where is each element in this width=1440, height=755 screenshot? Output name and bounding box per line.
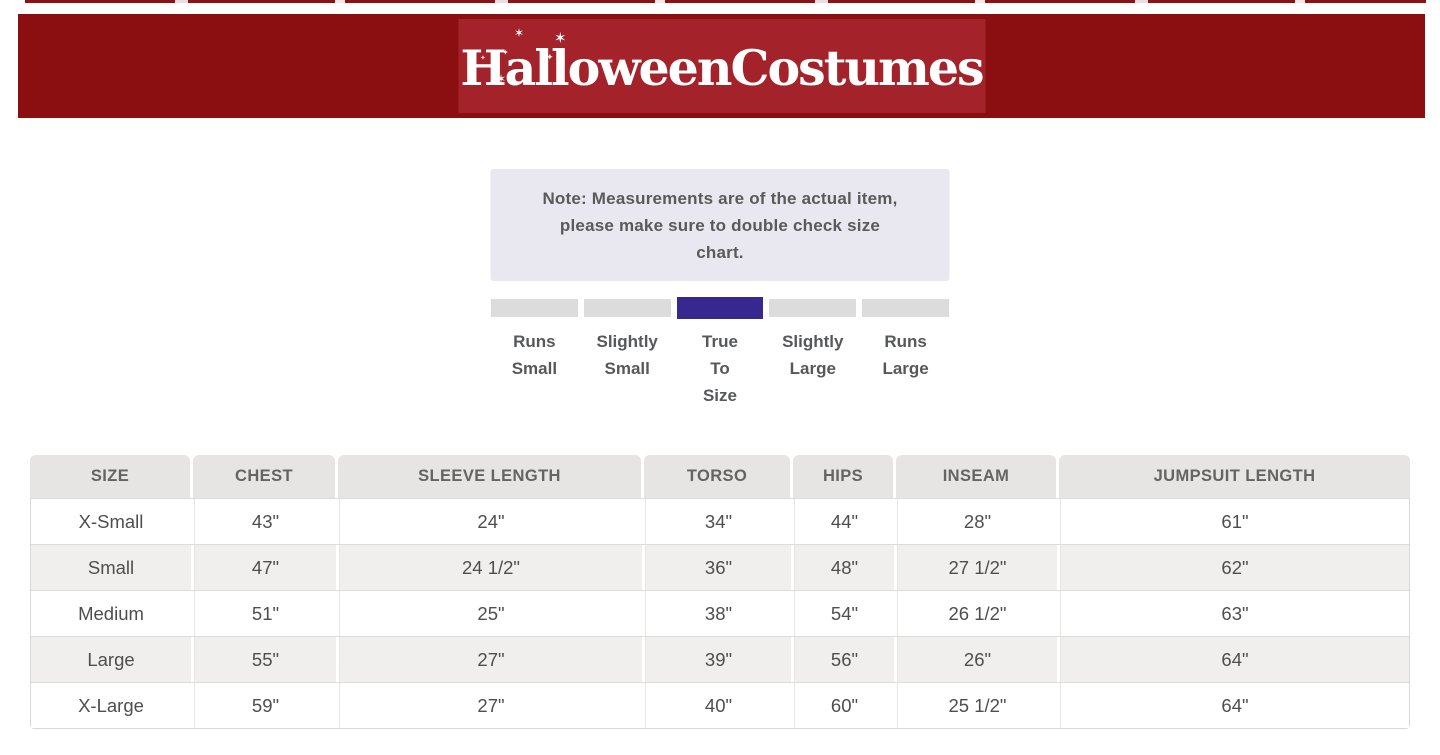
cell-sleeve-length: 25" (339, 591, 642, 636)
column-header-jumpsuit-length: JUMPSUIT LENGTH (1059, 455, 1410, 498)
fit-scale-segment-runs-large (862, 299, 949, 317)
column-header-size: SIZE (30, 455, 190, 498)
cell-hips: 44" (794, 499, 894, 544)
fit-scale-label-runs-large: Runs Large (882, 332, 929, 378)
star-icon: ✦ (502, 48, 509, 57)
cell-sleeve-length: 27" (339, 683, 642, 728)
size-chart-table: SIZE CHEST SLEEVE LENGTH TORSO HIPS INSE… (30, 455, 1410, 729)
table-header-row: SIZE CHEST SLEEVE LENGTH TORSO HIPS INSE… (30, 455, 1410, 498)
table-row-medium: Medium 51" 25" 38" 54" 26 1/2" 63" (31, 590, 1409, 636)
fit-scale-labels: Runs Small Slightly Small True To Size S… (491, 328, 949, 409)
cell-hips: 56" (794, 637, 894, 682)
star-icon: ✶ (496, 72, 507, 86)
star-icon: ✦ (480, 55, 486, 62)
cell-hips: 54" (794, 591, 894, 636)
table-body: X-Small 43" 24" 34" 44" 28" 61" Small 47… (30, 498, 1410, 729)
cell-hips: 60" (794, 683, 894, 728)
cell-hips: 48" (794, 545, 894, 590)
star-icon: ✶ (514, 26, 525, 40)
table-row-small: Small 47" 24 1/2" 36" 48" 27 1/2" 62" (31, 544, 1409, 590)
top-border-line (25, 0, 1426, 3)
fit-scale-segment-slightly-small (583, 299, 671, 317)
cell-chest: 59" (194, 683, 336, 728)
cell-chest: 43" (194, 499, 336, 544)
cell-chest: 55" (194, 637, 336, 682)
fit-scale-bar (491, 297, 949, 319)
fit-scale-label-slightly-small: Slightly Small (596, 332, 658, 378)
column-header-sleeve-length: SLEEVE LENGTH (338, 455, 641, 498)
fit-scale-label-slightly-large: Slightly Large (782, 332, 844, 378)
fit-scale-segment-true-to-size (676, 297, 764, 319)
cell-inseam: 26" (897, 637, 1057, 682)
cell-size: Large (31, 637, 191, 682)
fit-scale-segment-runs-small (491, 299, 578, 317)
cell-size: X-Large (31, 683, 191, 728)
cell-inseam: 28" (897, 499, 1057, 544)
cell-torso: 34" (645, 499, 791, 544)
cell-torso: 38" (645, 591, 791, 636)
header-banner: ✶ ✦ ✶ ✦ ✶ ✦ HalloweenCostumes (18, 14, 1425, 118)
table-row-x-small: X-Small 43" 24" 34" 44" 28" 61" (31, 498, 1409, 544)
column-header-inseam: INSEAM (896, 455, 1056, 498)
table-row-large: Large 55" 27" 39" 56" 26" 64" (31, 636, 1409, 682)
cell-torso: 36" (645, 545, 791, 590)
cell-sleeve-length: 24" (339, 499, 642, 544)
cell-inseam: 25 1/2" (897, 683, 1057, 728)
cell-jumpsuit-length: 62" (1060, 545, 1409, 590)
fit-scale-label-runs-small: Runs Small (511, 332, 558, 378)
column-header-chest: CHEST (193, 455, 335, 498)
cell-sleeve-length: 24 1/2" (339, 545, 642, 590)
fit-scale-segment-slightly-large (769, 299, 857, 317)
cell-jumpsuit-length: 61" (1060, 499, 1409, 544)
cell-chest: 51" (194, 591, 336, 636)
cell-jumpsuit-length: 63" (1060, 591, 1409, 636)
cell-torso: 39" (645, 637, 791, 682)
column-header-hips: HIPS (793, 455, 893, 498)
cell-size: Small (31, 545, 191, 590)
cell-torso: 40" (645, 683, 791, 728)
cell-inseam: 27 1/2" (897, 545, 1057, 590)
brand-logo-text: HalloweenCostumes (460, 38, 984, 97)
column-header-torso: TORSO (644, 455, 790, 498)
cell-size: Medium (31, 591, 191, 636)
cell-inseam: 26 1/2" (897, 591, 1057, 636)
cell-sleeve-length: 27" (339, 637, 642, 682)
cell-chest: 47" (194, 545, 336, 590)
note-box: Note: Measurements are of the actual ite… (490, 169, 950, 281)
cell-size: X-Small (31, 499, 191, 544)
note-text: Note: Measurements are of the actual ite… (542, 188, 898, 262)
star-icon: ✦ (546, 52, 554, 62)
cell-jumpsuit-length: 64" (1060, 637, 1409, 682)
table-row-x-large: X-Large 59" 27" 40" 60" 25 1/2" 64" (31, 682, 1409, 728)
fit-scale-label-true-to-size: True To Size (702, 332, 738, 405)
brand-logo[interactable]: ✶ ✦ ✶ ✦ ✶ ✦ HalloweenCostumes (458, 19, 985, 113)
cell-jumpsuit-length: 64" (1060, 683, 1409, 728)
star-icon: ✶ (554, 30, 567, 47)
fit-scale: Runs Small Slightly Small True To Size S… (491, 297, 949, 409)
